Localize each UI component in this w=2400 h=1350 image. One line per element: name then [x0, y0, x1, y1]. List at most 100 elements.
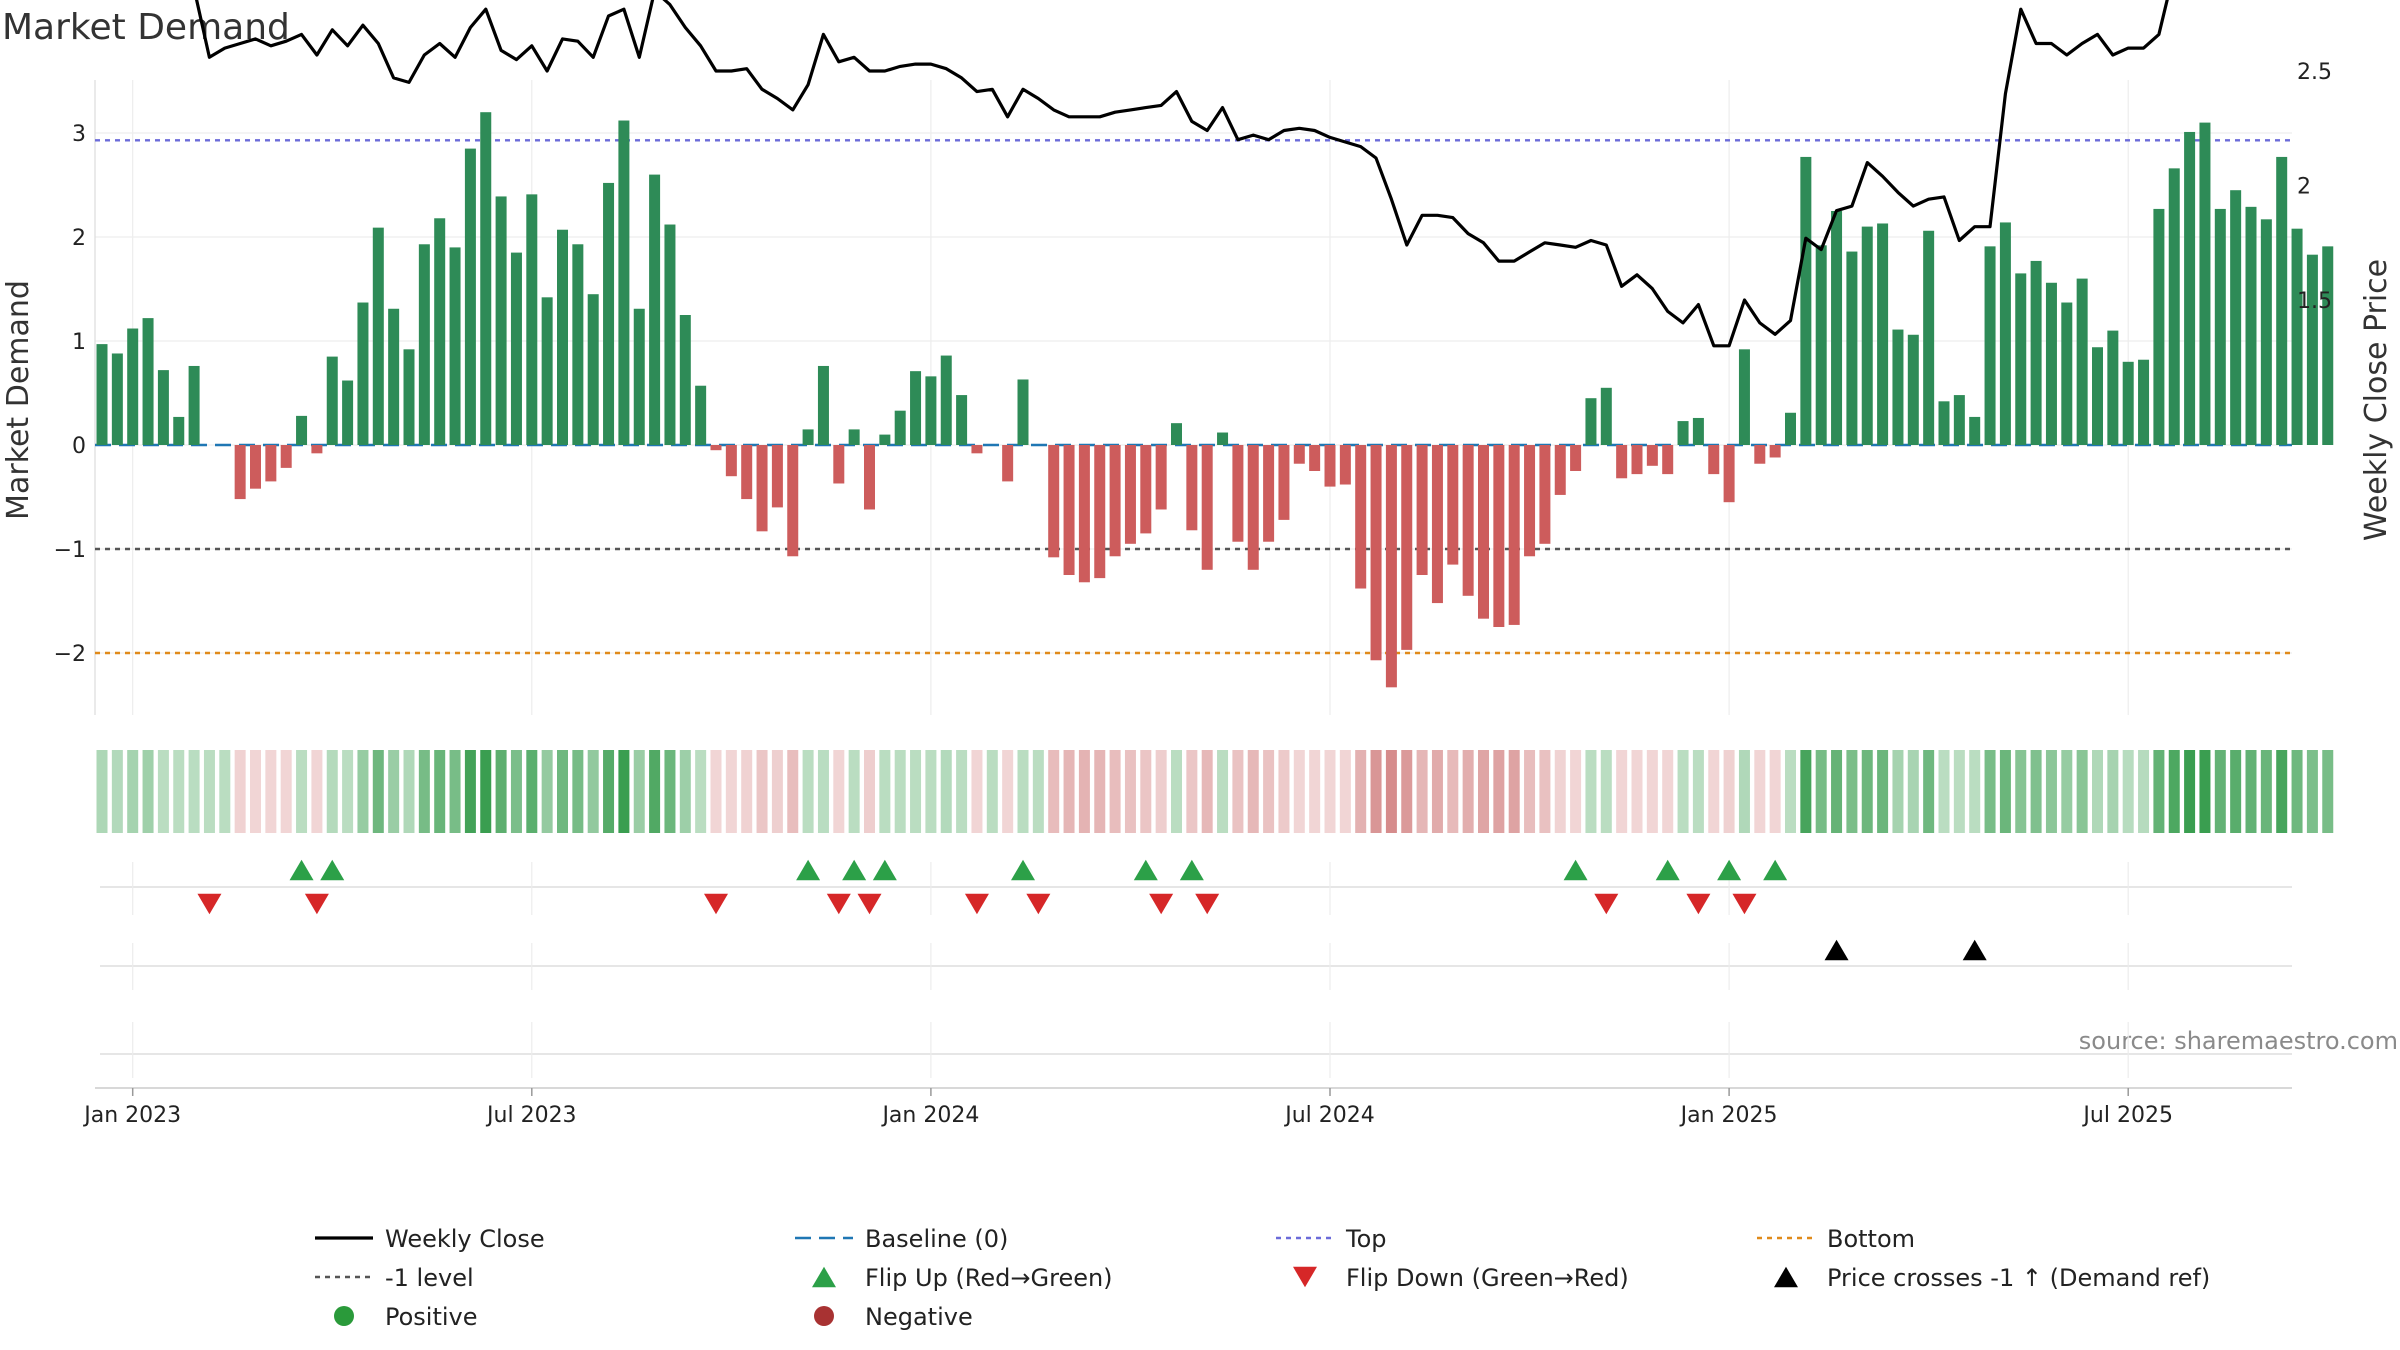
legend-label-1-level: -1 level [385, 1264, 474, 1292]
negative-demand-bar [1048, 445, 1060, 558]
negative-demand-bar [1646, 445, 1658, 466]
source-note: source: sharemaestro.com [2079, 1027, 2398, 1055]
positive-demand-bar [541, 297, 553, 445]
heat-strip-cell [342, 750, 354, 833]
flip-up-marker [1011, 859, 1035, 881]
positive-demand-bar [2184, 131, 2196, 445]
positive-demand-bar [157, 370, 169, 445]
positive-demand-bar [2107, 330, 2119, 445]
heat-strip-cell [418, 750, 430, 833]
heat-strip-cell [2184, 750, 2196, 833]
positive-demand-bar [2061, 302, 2073, 445]
heat-strip-cell [633, 750, 645, 833]
y-tick-label-left: 3 [72, 122, 86, 147]
negative-demand-bar [756, 445, 768, 532]
negative-demand-bar [280, 445, 292, 468]
flip-down-marker [1026, 893, 1051, 915]
positive-demand-bar [1677, 421, 1689, 445]
heat-strip-cell [1002, 750, 1014, 833]
heat-strip-cell [1953, 750, 1965, 833]
weekly-close-line [194, 0, 2169, 348]
flip-up-marker [1563, 859, 1588, 881]
negative-demand-bar [1324, 445, 1336, 487]
positive-demand-bar [1877, 223, 1889, 445]
negative-demand-bar [1385, 445, 1397, 688]
heat-strip-cell [1355, 750, 1367, 833]
event-rows [95, 859, 2292, 1096]
heat-strip-cell [173, 750, 185, 833]
heat-strip-cell [1570, 750, 1582, 833]
heat-strip-cell [1140, 750, 1152, 833]
heat-strip-cell [480, 750, 492, 833]
heat-strip-cell [664, 750, 676, 833]
heat-strip-cell [2045, 750, 2057, 833]
heat-strip-cell [802, 750, 814, 833]
flip-up-marker [1717, 859, 1742, 881]
positive-demand-bar [2153, 208, 2165, 445]
heat-strip-cell [771, 750, 783, 833]
heat-strip-cell [2260, 750, 2272, 833]
heat-strip-cell [1984, 750, 1996, 833]
x-tick-label: Jan 2025 [1679, 1103, 1778, 1128]
positive-demand-bar [296, 415, 308, 445]
positive-demand-bar [2230, 190, 2242, 445]
x-tick-label: Jul 2024 [1283, 1103, 1375, 1128]
negative-demand-bar [234, 445, 246, 500]
heat-strip-cell [1401, 750, 1413, 833]
positive-demand-bar [2168, 168, 2180, 446]
heat-strip-cell [357, 750, 369, 833]
y-tick-label-left: 1 [72, 330, 86, 355]
heat-strip-cell [1646, 750, 1658, 833]
heat-strip-cell [603, 750, 615, 833]
heat-strip-cell [2015, 750, 2027, 833]
heat-strip-cell [940, 750, 952, 833]
negative-demand-bar [1263, 445, 1275, 542]
heat-strip-cell [1524, 750, 1536, 833]
positive-demand-bar [372, 227, 384, 445]
positive-demand-bar [894, 410, 906, 445]
flip-down-marker [1195, 893, 1220, 915]
heat-strip-cell [2322, 750, 2334, 833]
heat-strip-cell [2291, 750, 2303, 833]
x-tick-label: Jul 2025 [2081, 1103, 2173, 1128]
legend-marker-negative [814, 1306, 834, 1326]
heat-strip-cell [526, 750, 538, 833]
heat-strip-cell [817, 750, 829, 833]
positive-demand-bar [2030, 260, 2042, 445]
negative-demand-bar [1109, 445, 1121, 557]
heat-strip-cell [1217, 750, 1229, 833]
legend-marker-price-crosses-1-demand-ref [1774, 1266, 1798, 1288]
heat-strip-cell [956, 750, 968, 833]
price-cross-marker [1824, 939, 1849, 961]
positive-demand-bar [1923, 230, 1935, 445]
positive-demand-bar [1953, 395, 1965, 445]
heat-strip-cell [1754, 750, 1766, 833]
positive-demand-bar [480, 112, 492, 445]
heat-strip-cell [1785, 750, 1796, 833]
legend-label-positive: Positive [385, 1303, 478, 1331]
heat-strip-cell [464, 750, 476, 833]
negative-demand-bar [1339, 445, 1351, 485]
heat-strip-cell [96, 750, 108, 833]
positive-demand-bar [1017, 379, 1029, 445]
positive-demand-bar [2214, 208, 2226, 445]
negative-demand-bar [1278, 445, 1290, 520]
negative-demand-bar [1140, 445, 1152, 534]
negative-demand-bar [1247, 445, 1259, 570]
heat-strip-cell [1585, 750, 1597, 833]
heat-strip-cell [372, 750, 384, 833]
heat-strip-cell [833, 750, 845, 833]
heat-strip-cell [1815, 750, 1827, 833]
negative-demand-bar [1078, 445, 1090, 583]
negative-demand-bar [710, 445, 722, 451]
positive-demand-bar [1815, 245, 1827, 445]
positive-demand-bar [817, 365, 829, 445]
heat-strip-cell [326, 750, 338, 833]
positive-demand-bar [940, 355, 952, 445]
flip-up-marker [1133, 859, 1158, 881]
positive-demand-bar [96, 344, 108, 445]
heat-strip-cell [1094, 750, 1106, 833]
heat-strip-cell [1063, 750, 1075, 833]
negative-demand-bar [1524, 445, 1536, 557]
